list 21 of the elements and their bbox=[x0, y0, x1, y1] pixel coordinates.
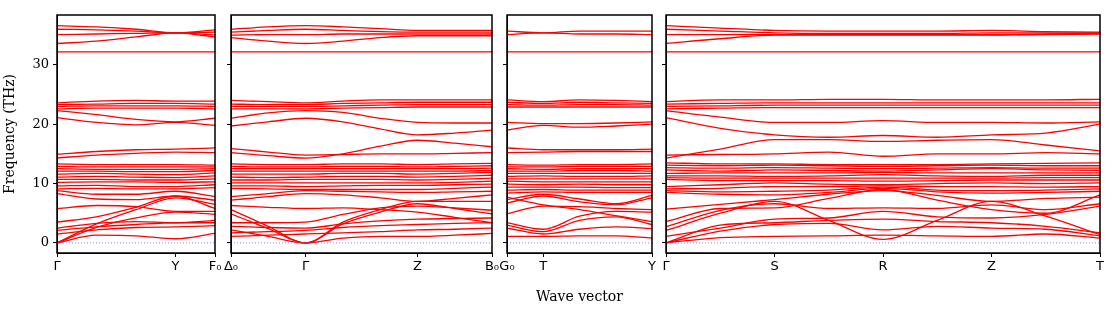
x-tick-label: B₀ bbox=[484, 258, 500, 274]
x-tick-label: G₀ bbox=[499, 258, 515, 274]
x-tick-label: T bbox=[1095, 258, 1105, 274]
y-axis-title: Frequency (THz) bbox=[1, 73, 18, 195]
y-tick-label: 20 bbox=[32, 115, 49, 131]
x-tick-label: Y bbox=[170, 258, 180, 274]
x-tick-label: F₀ bbox=[208, 258, 222, 274]
x-tick-label: Γ bbox=[301, 258, 310, 274]
x-tick-label: S bbox=[770, 258, 779, 274]
x-tick-label: Y bbox=[647, 258, 657, 274]
x-tick-label: Γ bbox=[662, 258, 671, 274]
x-tick-label: Z bbox=[987, 258, 997, 274]
y-tick-label: 30 bbox=[32, 56, 49, 72]
x-tick-label: R bbox=[878, 258, 888, 274]
x-tick-label: Z bbox=[412, 258, 422, 274]
x-tick-label: Δ₀ bbox=[223, 258, 239, 274]
y-tick-label: 10 bbox=[32, 174, 49, 190]
y-tick-label: 0 bbox=[40, 234, 49, 250]
x-axis-title: Wave vector bbox=[536, 288, 624, 305]
x-tick-label: Γ bbox=[53, 258, 62, 274]
x-tick-label: T bbox=[538, 258, 548, 274]
